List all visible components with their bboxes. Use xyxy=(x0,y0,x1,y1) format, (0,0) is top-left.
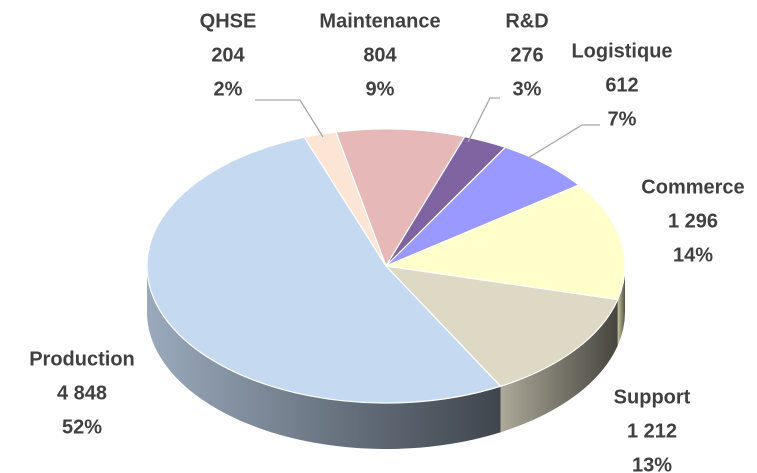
pie-sides xyxy=(147,266,625,449)
slice-side-shade xyxy=(147,266,501,449)
slice xyxy=(385,184,626,301)
percent-label: 52% xyxy=(62,416,102,438)
leader-line xyxy=(527,124,600,159)
pie-tops xyxy=(146,128,626,404)
category-label: QHSE xyxy=(200,10,257,32)
percent-label: 13% xyxy=(632,454,672,473)
slice-side-shade xyxy=(500,299,618,433)
leader-lines xyxy=(255,97,600,159)
category-label: Production xyxy=(29,348,135,370)
percent-label: 14% xyxy=(673,244,713,266)
value-label: 804 xyxy=(363,44,397,66)
value-label: 1 212 xyxy=(627,420,677,442)
slice xyxy=(335,128,466,267)
category-label: Logistique xyxy=(571,40,672,62)
category-label: Maintenance xyxy=(319,10,440,32)
slice xyxy=(146,136,502,404)
percent-label: 2% xyxy=(214,78,243,100)
value-label: 204 xyxy=(211,44,245,66)
value-label: 276 xyxy=(510,44,543,66)
leader-line xyxy=(467,97,500,143)
percent-label: 7% xyxy=(608,108,637,130)
category-label: R&D xyxy=(505,10,548,32)
percent-label: 9% xyxy=(366,78,395,100)
value-label: 1 296 xyxy=(668,210,718,232)
data-labels: QHSE 204 2% Maintenance 804 9% R&D 276 3% Logisti… xyxy=(29,10,744,473)
value-label: 612 xyxy=(605,74,638,96)
category-label: Support xyxy=(614,386,691,408)
slice xyxy=(385,265,619,387)
slice-side-shade xyxy=(617,266,625,346)
percent-label: 3% xyxy=(513,78,542,100)
value-label: 4 848 xyxy=(57,382,107,404)
category-label: Commerce xyxy=(641,176,744,198)
leader-line xyxy=(255,99,324,138)
